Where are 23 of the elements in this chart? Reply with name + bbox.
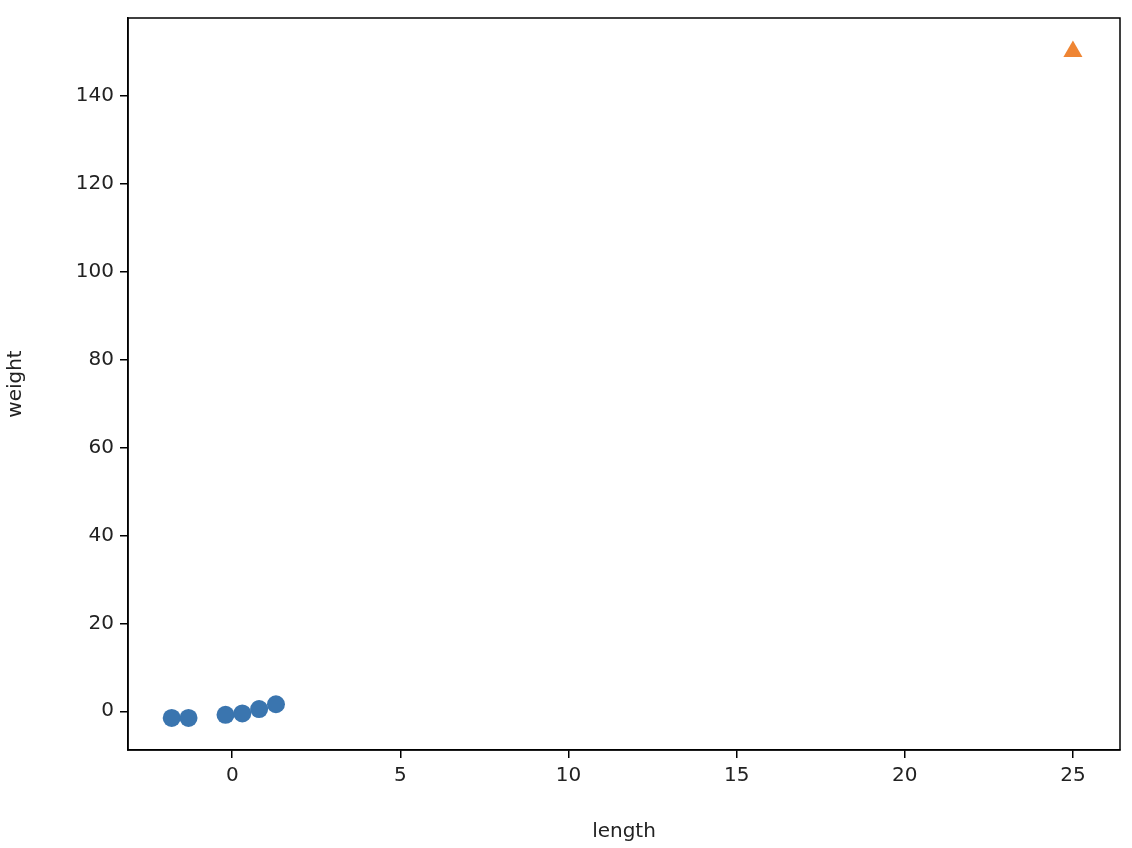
- y-tick-label: 60: [88, 433, 114, 458]
- point: [233, 704, 252, 723]
- x-tick-label: 5: [394, 762, 407, 787]
- x-tick-label: 20: [892, 762, 918, 787]
- point: [1063, 40, 1083, 57]
- y-tick-label: 120: [75, 169, 114, 194]
- point: [216, 705, 235, 724]
- x-tick-label: 10: [555, 762, 582, 787]
- point: [250, 700, 269, 719]
- y-tick-label: 40: [88, 521, 114, 546]
- x-tick-label: 25: [1060, 762, 1086, 787]
- x-axis-title: length: [592, 818, 656, 843]
- y-tick-label: 80: [88, 345, 114, 370]
- y-axis-title: weight: [2, 350, 27, 418]
- point: [162, 708, 181, 727]
- y-tick-label: 100: [75, 257, 114, 282]
- point: [179, 708, 198, 727]
- y-tick-label: 20: [88, 609, 114, 634]
- x-tick-label: 0: [225, 762, 239, 787]
- y-tick-label: 0: [101, 697, 114, 722]
- point: [266, 695, 285, 714]
- x-tick-label: 15: [723, 762, 750, 787]
- y-tick-label: 140: [75, 81, 114, 106]
